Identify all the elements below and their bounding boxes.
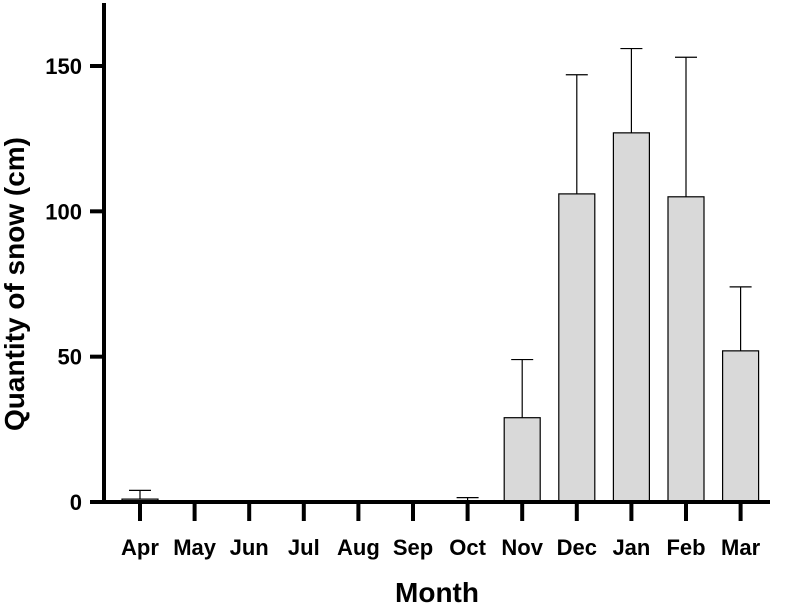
x-tick-label-apr: Apr [121,535,159,560]
x-tick-label-jun: Jun [230,535,269,560]
x-tick-label-mar: Mar [721,535,761,560]
x-ticks-group: Apr May Jun Jul Aug Sep Oct Nov Dec Jan Feb Mar [121,502,761,560]
error-bar-apr [129,489,151,500]
y-tick-label: 150 [45,54,82,79]
error-bar-nov [511,358,534,418]
y-tick-label: 50 [58,345,82,370]
x-axis-title: Month [395,577,479,607]
y-tick-label: 100 [45,199,82,224]
x-tick-label-jan: Jan [612,535,650,560]
bar-dec [558,193,596,503]
error-bar-feb [675,56,697,197]
x-tick-label-sep: Sep [393,535,433,560]
y-axis-title: Quantity of snow (cm) [0,137,30,431]
bar-mar [721,350,760,503]
bar-jan [612,132,651,503]
x-tick-label-may: May [173,535,217,560]
x-tick-label-dec: Dec [557,535,597,560]
error-bar-dec [565,74,588,194]
error-bar-jan [620,47,643,133]
bar-feb [667,196,705,503]
bars-group [121,132,760,503]
x-tick-label-jul: Jul [288,535,320,560]
bar-nov [503,417,541,503]
x-tick-label-nov: Nov [501,535,543,560]
error-bar-mar [729,286,752,351]
y-ticks-group: 0 50 100 150 [45,54,104,515]
error-bars-group [129,47,752,502]
x-tick-label-feb: Feb [666,535,705,560]
y-tick-label: 0 [70,490,82,515]
x-tick-label-aug: Aug [337,535,380,560]
x-tick-label-oct: Oct [449,535,486,560]
